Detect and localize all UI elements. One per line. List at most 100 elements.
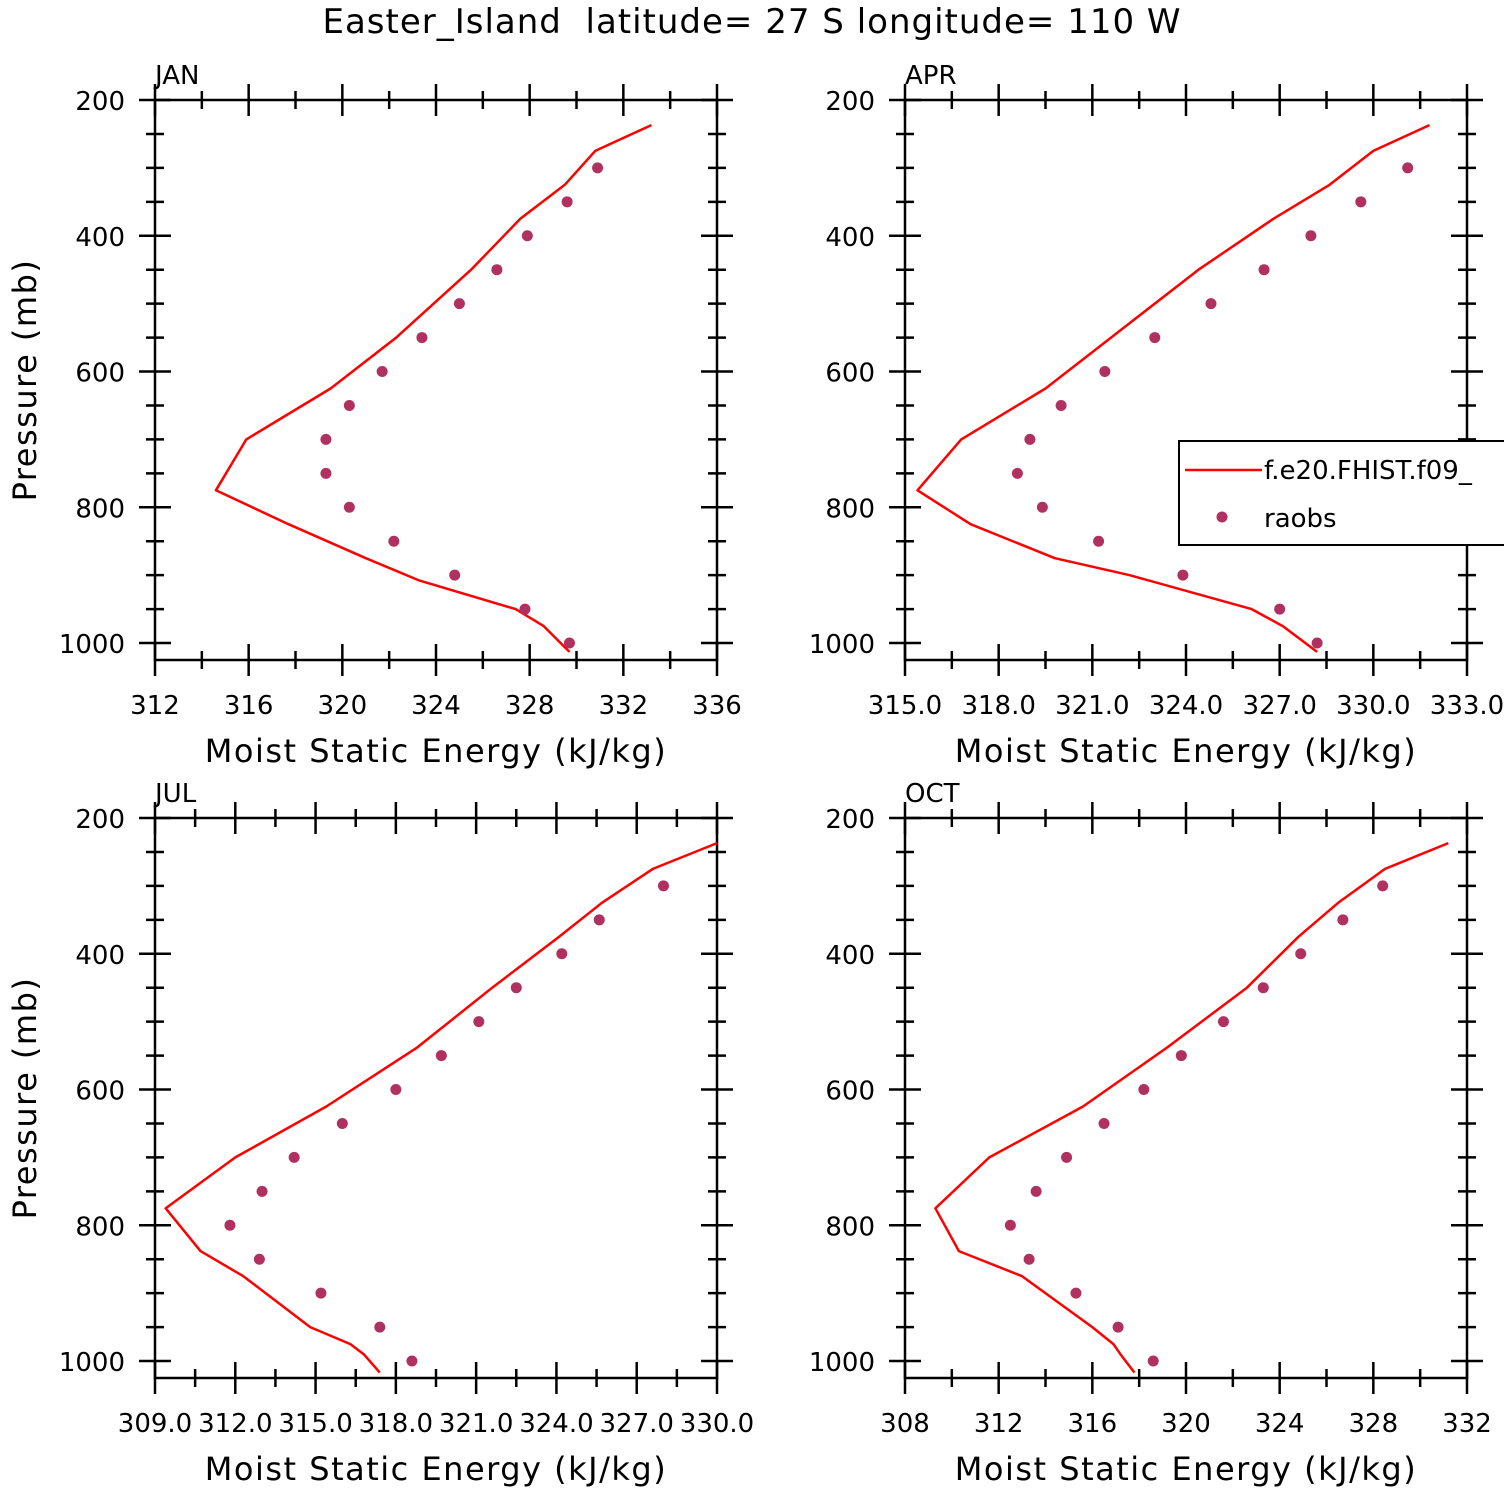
raobs-point xyxy=(593,914,605,926)
raobs-point xyxy=(224,1219,236,1231)
plot-frame xyxy=(153,98,719,662)
raobs-point xyxy=(288,1151,300,1163)
figure-title: Easter_Island latitude= 27 S longitude= … xyxy=(322,2,1182,42)
raobs-point xyxy=(315,1287,327,1299)
y-tick-label: 600 xyxy=(825,359,875,389)
raobs-point xyxy=(1036,501,1048,513)
raobs-point xyxy=(657,880,669,892)
x-tick-label: 321.0 xyxy=(439,1409,513,1439)
x-tick-label: 327.0 xyxy=(599,1409,673,1439)
panel-title: JAN xyxy=(153,61,199,91)
raobs-point xyxy=(1258,264,1270,276)
x-axis-label: Moist Static Energy (kJ/kg) xyxy=(205,1450,667,1488)
legend: f.e20.FHIST.f09_raobs xyxy=(1178,440,1504,546)
raobs-point xyxy=(1070,1287,1082,1299)
raobs-point xyxy=(510,982,522,994)
x-tick-label: 332 xyxy=(1442,1409,1492,1439)
x-tick-label: 324 xyxy=(1255,1409,1305,1439)
x-tick-label: 309.0 xyxy=(118,1409,192,1439)
raobs-point xyxy=(1175,1050,1187,1062)
y-tick-label: 400 xyxy=(825,941,875,971)
raobs-point xyxy=(1030,1185,1042,1197)
raobs-point xyxy=(1337,914,1349,926)
x-tick-label: 312 xyxy=(974,1409,1024,1439)
x-tick-label: 330.0 xyxy=(680,1409,754,1439)
raobs-point xyxy=(491,264,503,276)
raobs-point xyxy=(449,569,461,581)
raobs-point xyxy=(1305,230,1317,242)
raobs-point xyxy=(1004,1219,1016,1231)
y-axis-label: Pressure (mb) xyxy=(6,259,44,502)
raobs-point xyxy=(1099,366,1111,378)
y-tick-label: 200 xyxy=(825,87,875,117)
raobs-point xyxy=(1093,535,1105,547)
x-tick-label: 321.0 xyxy=(1055,691,1129,721)
raobs-point xyxy=(1311,637,1323,649)
raobs-point xyxy=(1402,162,1414,174)
legend-label-raobs: raobs xyxy=(1264,504,1337,534)
raobs-point xyxy=(1149,332,1161,344)
panel-jan: JAN 200 400 600 800 1000 312 316 320 324 328 332 336… xyxy=(6,61,742,770)
raobs-point xyxy=(1023,1253,1035,1265)
raobs-point xyxy=(1055,399,1067,411)
raobs-point xyxy=(406,1355,418,1367)
y-tick-label: 600 xyxy=(75,359,125,389)
raobs-point xyxy=(519,603,531,615)
raobs-point xyxy=(253,1253,265,1265)
x-tick-label: 324.0 xyxy=(519,1409,593,1439)
raobs-point xyxy=(563,637,575,649)
legend-box xyxy=(1178,440,1504,546)
x-tick-label: 312.0 xyxy=(198,1409,272,1439)
raobs-point xyxy=(453,298,465,310)
raobs-point xyxy=(320,467,332,479)
raobs-point xyxy=(1147,1355,1159,1367)
raobs-point xyxy=(1217,1016,1229,1028)
y-tick-label: 400 xyxy=(75,941,125,971)
y-tick-label: 200 xyxy=(825,805,875,835)
y-tick-label: 1000 xyxy=(809,630,875,660)
model-series-line xyxy=(214,123,652,653)
y-tick-label: 800 xyxy=(825,494,875,524)
raobs-point xyxy=(256,1185,268,1197)
x-tick-label: 336 xyxy=(692,691,742,721)
y-tick-label: 1000 xyxy=(809,1348,875,1378)
raobs-point xyxy=(374,1321,386,1333)
legend-dot-swatch xyxy=(1216,511,1228,523)
x-tick-label: 315.0 xyxy=(278,1409,352,1439)
y-tick-label: 800 xyxy=(75,1212,125,1242)
raobs-point xyxy=(1377,880,1389,892)
raobs-point xyxy=(592,162,604,174)
y-tick-label: 1000 xyxy=(59,1348,125,1378)
legend-label-model: f.e20.FHIST.f09_ xyxy=(1264,456,1473,486)
raobs-point xyxy=(1205,298,1217,310)
raobs-point xyxy=(1138,1084,1150,1096)
raobs-point xyxy=(435,1050,447,1062)
raobs-point xyxy=(343,399,355,411)
raobs-point xyxy=(1355,196,1367,208)
x-tick-label: 315.0 xyxy=(868,691,942,721)
x-tick-label: 316 xyxy=(1068,1409,1118,1439)
x-tick-label: 318.0 xyxy=(961,691,1035,721)
raobs-point xyxy=(473,1016,485,1028)
y-axis-label: Pressure (mb) xyxy=(6,977,44,1220)
raobs-point xyxy=(1257,982,1269,994)
x-tick-label: 327.0 xyxy=(1242,691,1316,721)
raobs-point xyxy=(1112,1321,1124,1333)
x-tick-label: 320 xyxy=(1161,1409,1211,1439)
panel-title: OCT xyxy=(905,779,960,809)
raobs-point xyxy=(561,196,573,208)
y-tick-label: 400 xyxy=(825,223,875,253)
x-axis-label: Moist Static Energy (kJ/kg) xyxy=(205,732,667,770)
raobs-point xyxy=(1177,569,1189,581)
panel-title: APR xyxy=(905,61,957,91)
raobs-point xyxy=(416,332,428,344)
raobs-point xyxy=(388,535,400,547)
y-tick-label: 600 xyxy=(825,1077,875,1107)
plot-frame xyxy=(153,816,719,1380)
raobs-point xyxy=(336,1117,348,1129)
x-tick-label: 318.0 xyxy=(359,1409,433,1439)
raobs-point xyxy=(320,433,332,445)
raobs-point xyxy=(376,366,388,378)
y-tick-label: 800 xyxy=(825,1212,875,1242)
